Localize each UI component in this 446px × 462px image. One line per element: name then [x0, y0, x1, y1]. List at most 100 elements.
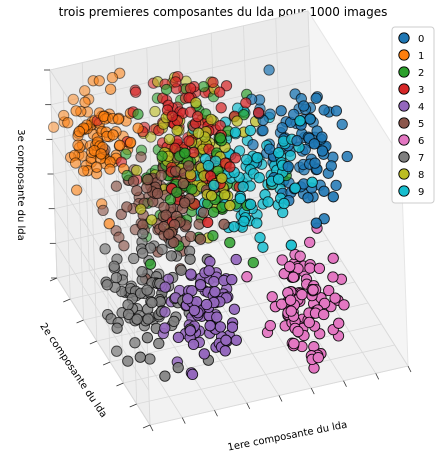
data-point-class-7	[137, 247, 149, 259]
data-point-class-3	[207, 76, 219, 89]
data-point-class-1	[104, 163, 116, 175]
data-point-class-5	[121, 201, 133, 213]
data-point-class-0	[247, 139, 259, 151]
data-point-class-2	[207, 230, 219, 242]
data-point-class-7	[184, 253, 196, 265]
data-point-class-6	[312, 351, 324, 364]
data-point-class-3	[183, 135, 195, 147]
data-point-class-0	[308, 138, 320, 150]
grid-line	[217, 240, 312, 389]
data-point-class-2	[197, 81, 210, 93]
data-point-class-1	[69, 157, 82, 169]
data-point-class-5	[151, 187, 164, 200]
y-tick	[142, 424, 151, 429]
data-point-class-7	[165, 250, 178, 262]
data-point-class-7	[142, 313, 154, 325]
data-point-class-6	[296, 288, 308, 301]
data-point-class-8	[135, 203, 147, 215]
data-point-class-1	[79, 85, 91, 97]
x-tick	[407, 365, 412, 373]
data-point-class-8	[145, 131, 157, 143]
data-point-class-7	[141, 284, 153, 296]
data-point-class-0	[264, 108, 276, 120]
data-point-class-0	[275, 105, 287, 117]
legend-label-6: 6	[418, 136, 424, 147]
data-point-class-0	[257, 124, 269, 137]
data-point-class-2	[171, 186, 183, 198]
data-point-class-8	[190, 97, 202, 109]
x-tick	[149, 424, 154, 432]
data-point-class-4	[228, 303, 241, 315]
data-point-class-6	[307, 284, 319, 296]
data-point-class-1	[103, 218, 115, 230]
data-point-class-4	[204, 320, 216, 332]
data-point-class-6	[276, 254, 288, 266]
y-tick	[116, 382, 124, 387]
legend-marker-2	[398, 66, 410, 78]
legend-marker-0	[398, 32, 410, 44]
x-tick	[181, 417, 186, 424]
data-point-class-4	[208, 275, 220, 288]
data-point-class-9	[237, 181, 249, 193]
axes-panes	[49, 9, 409, 427]
x-tick	[343, 380, 347, 387]
data-point-class-6	[285, 305, 297, 317]
legend-label-5: 5	[418, 119, 424, 130]
data-point-class-1	[124, 136, 137, 149]
data-point-class-2	[144, 258, 157, 270]
data-point-class-6	[314, 328, 326, 340]
data-point-class-0	[309, 157, 321, 169]
legend-marker-4	[398, 100, 410, 112]
data-point-class-4	[182, 293, 194, 305]
data-point-class-0	[316, 145, 329, 157]
data-point-class-5	[118, 240, 130, 252]
data-point-class-9	[244, 198, 257, 211]
data-point-class-4	[172, 331, 185, 344]
data-point-class-1	[104, 83, 117, 95]
z-axis-label: 3e composante du lda	[15, 129, 26, 241]
data-point-class-4	[159, 322, 171, 334]
data-point-class-5	[218, 218, 230, 230]
data-point-class-9	[273, 147, 285, 159]
data-point-class-1	[77, 165, 90, 177]
data-point-class-3	[192, 110, 204, 123]
data-point-class-1	[132, 122, 144, 134]
data-point-class-1	[95, 148, 107, 160]
y-tick	[102, 361, 111, 366]
data-point-class-4	[198, 348, 210, 360]
data-point-class-8	[163, 133, 176, 145]
data-point-class-8	[216, 172, 228, 184]
data-point-class-1	[114, 139, 126, 151]
data-point-class-3	[229, 152, 242, 164]
grid-line	[136, 344, 395, 405]
y-tick	[49, 277, 58, 282]
data-point-class-5	[184, 230, 197, 243]
data-point-class-4	[159, 306, 171, 318]
data-point-class-4	[194, 279, 207, 291]
data-point-class-9	[208, 179, 220, 192]
legend-box	[391, 26, 435, 204]
legend-label-0: 0	[418, 34, 424, 45]
data-point-class-2	[224, 236, 236, 249]
data-point-class-2	[132, 108, 144, 120]
data-point-class-4	[211, 311, 223, 323]
data-point-class-9	[284, 150, 297, 162]
data-point-class-9	[285, 239, 297, 251]
data-point-class-8	[231, 115, 243, 127]
legend-label-2: 2	[418, 68, 424, 79]
legend-marker-7	[398, 151, 410, 163]
y-tick	[76, 319, 84, 324]
x-tick	[375, 373, 380, 380]
data-point-class-7	[153, 337, 165, 350]
data-point-class-0	[330, 179, 342, 192]
data-point-class-7	[129, 337, 141, 349]
data-point-class-2	[160, 83, 173, 96]
data-point-class-6	[241, 271, 253, 283]
data-point-class-6	[304, 236, 316, 249]
data-point-class-4	[209, 286, 221, 298]
data-point-class-7	[99, 243, 111, 255]
data-point-class-5	[155, 169, 167, 182]
data-point-class-8	[146, 214, 158, 226]
data-point-class-4	[188, 304, 200, 317]
data-point-class-8	[224, 199, 236, 212]
